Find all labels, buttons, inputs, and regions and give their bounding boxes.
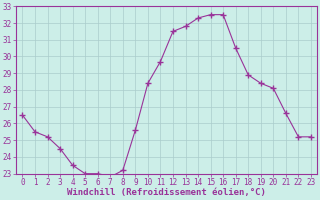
- X-axis label: Windchill (Refroidissement éolien,°C): Windchill (Refroidissement éolien,°C): [67, 188, 266, 197]
